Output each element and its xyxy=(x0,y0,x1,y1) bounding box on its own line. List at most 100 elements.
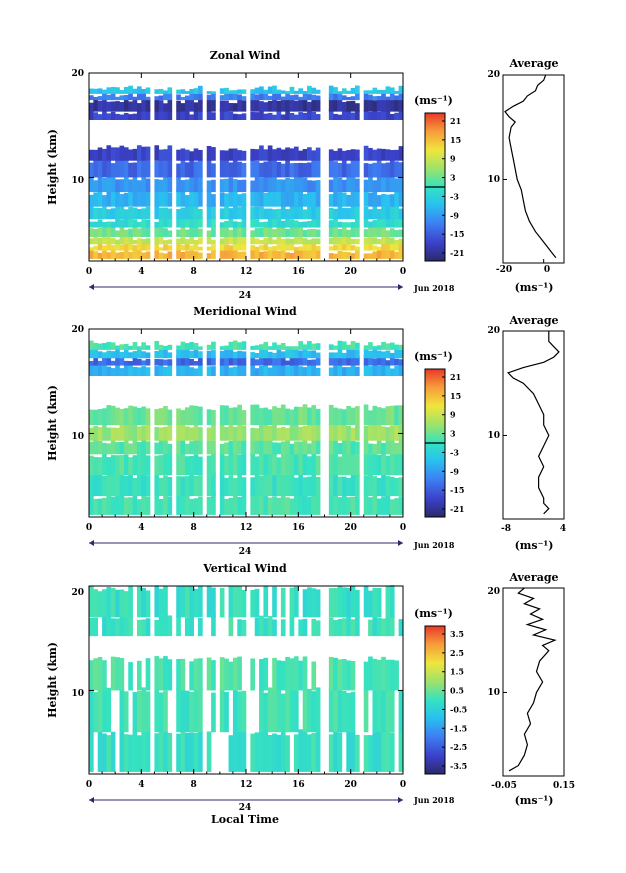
heatmap-cell xyxy=(376,239,382,245)
heatmap-cell xyxy=(224,365,229,376)
heatmap-cell xyxy=(219,241,225,251)
heatmap-cell xyxy=(119,159,125,178)
heatmap-cell xyxy=(285,428,290,441)
heatmap-cell xyxy=(141,238,146,245)
heatmap-cell xyxy=(198,475,203,497)
heatmap-cell xyxy=(368,497,373,515)
heatmap-cell xyxy=(298,660,303,691)
heatmap-cell xyxy=(106,457,112,476)
colorbar-tick-label: 1.5 xyxy=(450,667,464,677)
heatmap-cell xyxy=(123,86,129,94)
heatmap-cell xyxy=(398,85,404,94)
heatmap-cell xyxy=(110,190,116,207)
heatmap-cell xyxy=(333,224,338,237)
heatmap-cell xyxy=(398,98,404,112)
heatmap-cell xyxy=(158,359,164,366)
heatmap-cell xyxy=(280,453,286,476)
colorbar-tick-label: -21 xyxy=(450,248,464,258)
heatmap-cell xyxy=(272,358,277,366)
profile-frame xyxy=(502,330,565,520)
heatmap-cell xyxy=(376,208,382,220)
heatmap-cell xyxy=(355,406,360,426)
heatmap-cell xyxy=(307,350,312,359)
heatmap-cell xyxy=(211,424,216,441)
heatmap-cell xyxy=(311,495,317,515)
heatmap-cell xyxy=(132,248,138,259)
heatmap-cell xyxy=(154,234,160,245)
heatmap-cell xyxy=(272,619,277,637)
heatmap-cell xyxy=(93,236,99,245)
heatmap-cell xyxy=(298,729,303,772)
heatmap-cell xyxy=(228,90,234,94)
time-axis-arrow-left xyxy=(89,797,94,803)
day-label: 24 xyxy=(239,803,252,813)
heatmap-cell xyxy=(346,367,351,376)
heatmap-cell xyxy=(337,221,343,228)
heatmap-cell xyxy=(302,349,308,359)
heatmap-cell xyxy=(398,92,404,101)
heatmap-cell xyxy=(180,244,186,251)
heatmap-cell xyxy=(211,587,216,618)
heatmap-cell xyxy=(106,209,112,220)
heatmap-cell xyxy=(89,494,94,515)
heatmap-cell xyxy=(123,423,129,441)
heatmap-cell xyxy=(307,734,312,772)
heatmap-cell xyxy=(115,230,120,237)
heatmap-cell xyxy=(315,343,321,350)
heatmap-cell xyxy=(228,341,234,350)
heatmap-cell xyxy=(123,243,129,251)
heatmap-cell xyxy=(189,691,194,733)
heatmap-cell xyxy=(128,241,133,251)
heatmap-cell xyxy=(163,406,168,426)
heatmap-cell xyxy=(224,405,229,426)
heatmap-cell xyxy=(381,656,386,691)
heatmap-cell xyxy=(193,148,199,161)
heatmap-cell xyxy=(293,586,299,618)
heatmap-cell xyxy=(363,440,369,455)
heatmap-cell xyxy=(106,101,112,112)
heatmap-cell xyxy=(302,238,308,245)
heatmap-cell xyxy=(376,729,382,772)
heatmap-cell xyxy=(189,191,194,207)
heatmap-cell xyxy=(372,346,378,350)
heatmap-cell xyxy=(154,427,160,441)
heatmap-cell xyxy=(93,409,99,426)
heatmap-cell xyxy=(398,216,404,228)
heatmap-cell xyxy=(254,206,260,220)
heatmap-cell xyxy=(93,658,99,691)
heatmap-cell xyxy=(219,443,225,455)
heatmap-cell xyxy=(280,163,286,178)
profile-title: Average xyxy=(508,57,558,70)
x-tick-label: 4 xyxy=(138,267,144,277)
x-axis-label: Local Time xyxy=(211,813,279,826)
heatmap-cell xyxy=(298,162,303,178)
heatmap-cell xyxy=(385,176,391,193)
heatmap-cell xyxy=(241,590,247,618)
heatmap-cell xyxy=(394,178,399,193)
heatmap-cell xyxy=(219,192,225,207)
heatmap-cell xyxy=(97,88,103,94)
colorbar-tick-label: 3 xyxy=(450,429,456,439)
heatmap-cell xyxy=(311,732,317,772)
heatmap-cell xyxy=(398,208,404,220)
heatmap-cell xyxy=(167,453,173,476)
heatmap-cell xyxy=(228,367,234,376)
heatmap-cell xyxy=(219,405,225,426)
heatmap-cell xyxy=(276,457,282,476)
heatmap-cell xyxy=(368,192,373,207)
heatmap-cell xyxy=(376,227,382,237)
heatmap-cell xyxy=(110,360,116,366)
heatmap-cell xyxy=(106,350,112,359)
heatmap-cell xyxy=(311,216,317,228)
profile-line xyxy=(504,74,557,259)
heatmap-cell xyxy=(333,208,338,220)
heatmap-cell xyxy=(158,100,164,112)
heatmap-cell xyxy=(136,109,142,120)
heatmap-cell xyxy=(128,363,133,376)
heatmap-cell xyxy=(154,189,160,207)
heatmap-cell xyxy=(145,730,151,772)
heatmap-cell xyxy=(398,349,404,359)
heatmap-cell xyxy=(237,207,242,220)
heatmap-cell xyxy=(193,102,199,112)
heatmap-cell xyxy=(363,345,369,350)
